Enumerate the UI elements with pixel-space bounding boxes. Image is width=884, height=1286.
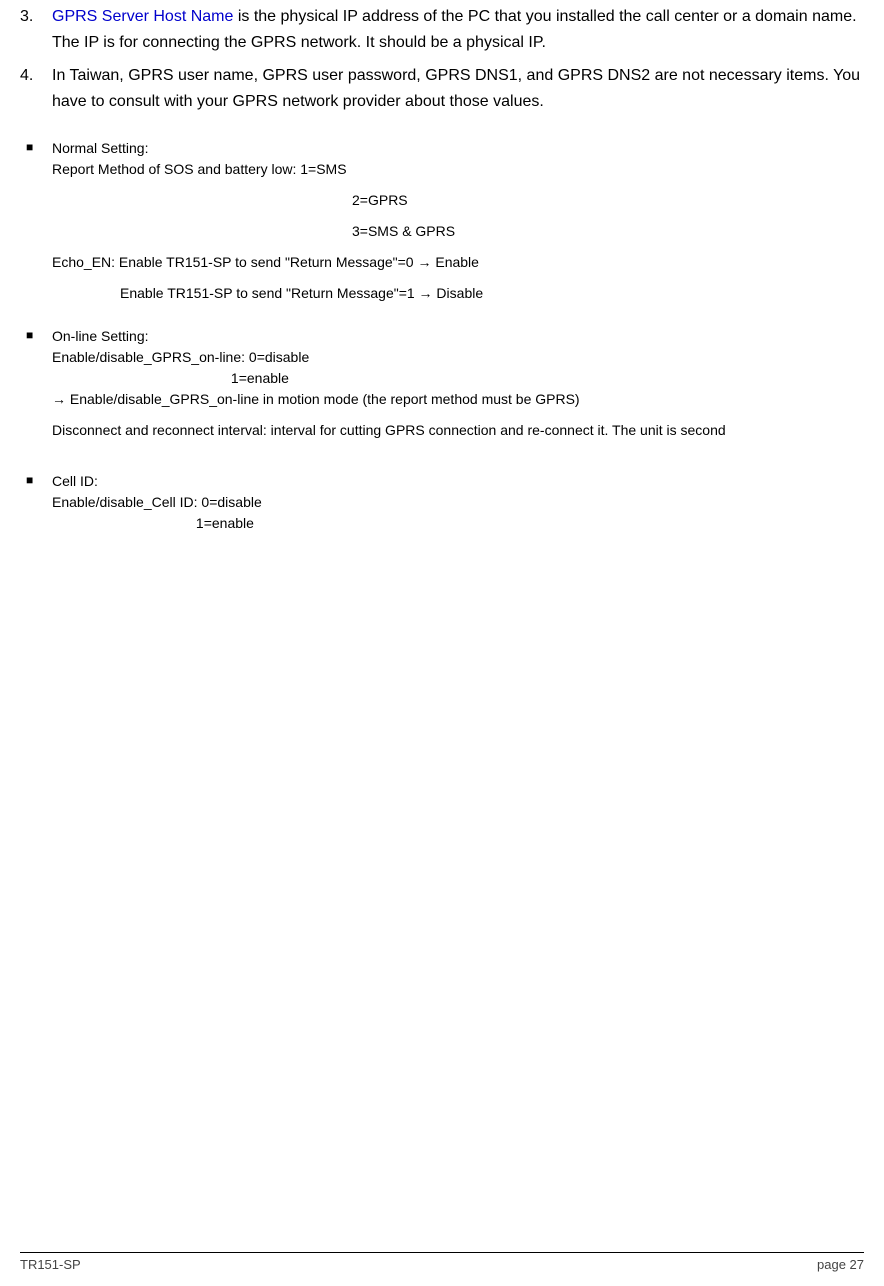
normal-report-1: Report Method of SOS and battery low: 1=… — [52, 159, 864, 180]
bullet-body: Cell ID: Enable/disable_Cell ID: 0=disab… — [52, 471, 864, 534]
footer-left: TR151-SP — [20, 1257, 81, 1272]
bullet-body: On-line Setting: Enable/disable_GPRS_on-… — [52, 326, 864, 441]
bullet-icon: ■ — [20, 326, 52, 441]
bullet-cell-id: ■ Cell ID: Enable/disable_Cell ID: 0=dis… — [20, 471, 864, 534]
ordered-item-3: 3. GPRS Server Host Name is the physical… — [20, 4, 864, 57]
bullet-body: Normal Setting: Report Method of SOS and… — [52, 138, 864, 304]
bullet-online-setting: ■ On-line Setting: Enable/disable_GPRS_o… — [20, 326, 864, 441]
normal-echo-0: Echo_EN: Enable TR151-SP to send "Return… — [52, 252, 864, 273]
bullet-normal-setting: ■ Normal Setting: Report Method of SOS a… — [20, 138, 864, 304]
bullet-icon: ■ — [20, 138, 52, 304]
normal-echo-1: Enable TR151-SP to send "Return Message"… — [52, 283, 864, 304]
ordered-item-4-text: In Taiwan, GPRS user name, GPRS user pas… — [52, 63, 864, 116]
ordered-item-4: 4. In Taiwan, GPRS user name, GPRS user … — [20, 63, 864, 116]
cell-title: Cell ID: — [52, 471, 864, 492]
online-line-2: 1=enable — [52, 368, 864, 389]
normal-title: Normal Setting: — [52, 138, 864, 159]
online-title: On-line Setting: — [52, 326, 864, 347]
normal-report-3: 3=SMS & GPRS — [52, 221, 864, 242]
online-line-3: → Enable/disable_GPRS_on-line in motion … — [52, 389, 864, 410]
online-line-4: Disconnect and reconnect interval: inter… — [52, 420, 864, 441]
ordered-number: 4. — [20, 63, 52, 116]
page-footer: TR151-SP page 27 — [20, 1252, 864, 1272]
footer-right: page 27 — [817, 1257, 864, 1272]
gprs-host-name-term: GPRS Server Host Name — [52, 8, 233, 25]
ordered-number: 3. — [20, 4, 52, 57]
bullet-icon: ■ — [20, 471, 52, 534]
page-content: 3. GPRS Server Host Name is the physical… — [20, 0, 864, 534]
cell-line-1: Enable/disable_Cell ID: 0=disable — [52, 492, 864, 513]
cell-line-2: 1=enable — [52, 513, 864, 534]
normal-report-2: 2=GPRS — [52, 190, 864, 211]
online-line-1: Enable/disable_GPRS_on-line: 0=disable — [52, 347, 864, 368]
ordered-body: GPRS Server Host Name is the physical IP… — [52, 4, 864, 57]
